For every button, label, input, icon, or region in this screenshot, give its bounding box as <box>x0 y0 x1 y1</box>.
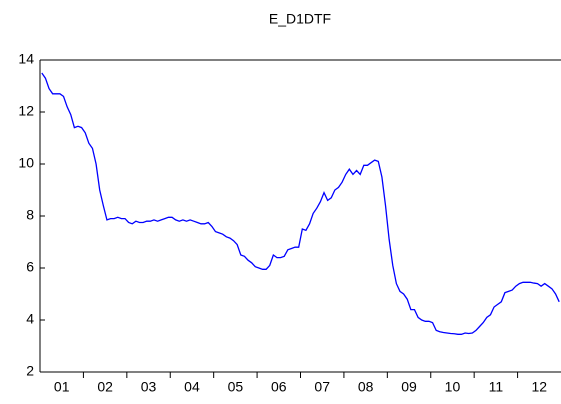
x-tick-label: 09 <box>401 379 417 395</box>
x-tick-label: 10 <box>445 379 461 395</box>
x-tick-label: 02 <box>97 379 113 395</box>
y-tick-label: 14 <box>18 51 34 67</box>
y-tick-label: 8 <box>26 207 34 223</box>
y-tick-label: 2 <box>26 363 34 379</box>
x-tick-label: 06 <box>271 379 287 395</box>
x-tick-label: 03 <box>141 379 157 395</box>
y-tick-label: 6 <box>26 259 34 275</box>
line <box>41 72 560 335</box>
x-tick-label: 07 <box>314 379 330 395</box>
y-tick-label: 10 <box>18 155 34 171</box>
x-tick-label: 12 <box>532 379 548 395</box>
x-tick-label: 11 <box>489 379 504 395</box>
x-tick-label: 04 <box>184 379 200 395</box>
x-tick-label: 08 <box>358 379 374 395</box>
y-tick-label: 4 <box>26 311 34 327</box>
x-tick-label: 01 <box>54 379 70 395</box>
x-tick-label: 05 <box>228 379 244 395</box>
y-tick-label: 12 <box>18 103 34 119</box>
chart-title: E_D1DTF <box>269 11 331 27</box>
